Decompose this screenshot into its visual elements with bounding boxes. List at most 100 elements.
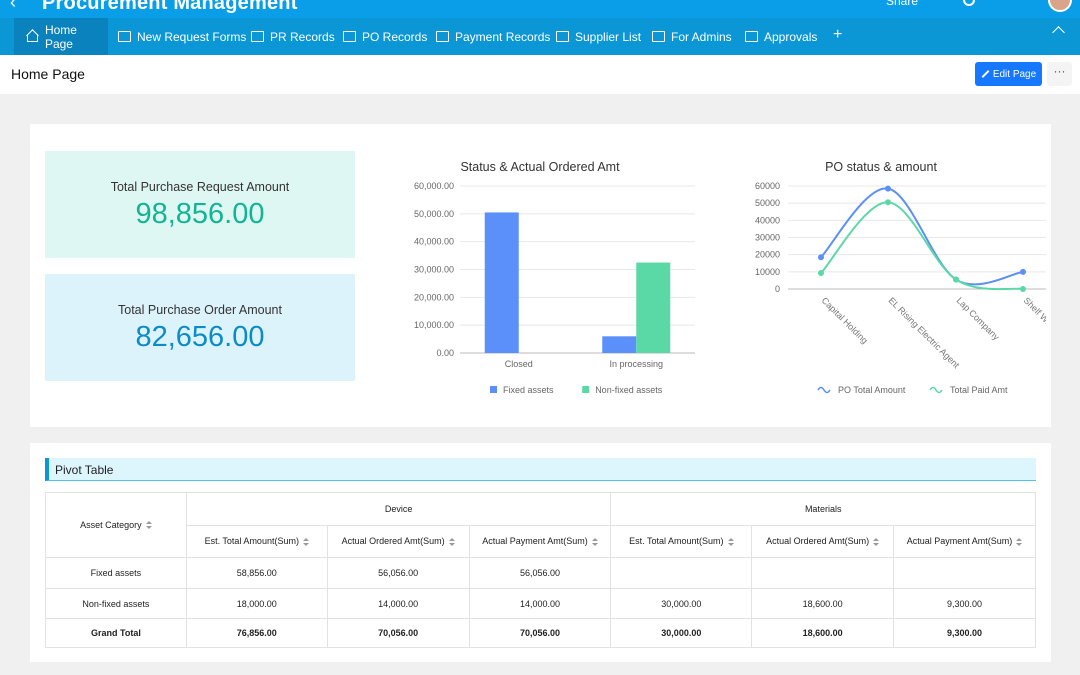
table-cell: 58,856.00	[185, 557, 328, 589]
line-chart-title: PO status & amount	[825, 160, 937, 174]
y-tick-label: 50000	[755, 198, 780, 208]
home-icon	[26, 31, 39, 42]
kpi-value: 82,656.00	[135, 321, 265, 353]
row-header-cell[interactable]: Asset Category	[45, 492, 187, 558]
x-tick-label: Capital Holding	[820, 295, 870, 345]
nav-bar: Home Page New Request Forms PR Records P…	[0, 18, 1080, 55]
bar	[636, 262, 671, 353]
table-cell: 56,056.00	[326, 557, 470, 589]
edit-page-label: Edit Page	[992, 68, 1037, 80]
data-point	[885, 199, 891, 206]
page-header: Home Page Edit Page ···	[0, 55, 1080, 94]
y-tick-label: 60,000.00	[414, 181, 454, 191]
tab-approvals[interactable]: Approvals	[745, 18, 817, 55]
bar	[484, 212, 519, 353]
pivot-title: Pivot Table	[55, 463, 114, 477]
tab-label: PO Records	[362, 29, 428, 44]
legend-swatch	[929, 386, 943, 394]
table-cell: 9,300.00	[893, 618, 1036, 648]
tab-label: For Admins	[671, 29, 732, 44]
tab-new-request-forms[interactable]: New Request Forms	[118, 18, 246, 55]
table-cell: 14,000.00	[326, 588, 470, 619]
legend-label: Non-fixed assets	[595, 385, 663, 395]
row-label: Non-fixed assets	[45, 588, 187, 619]
tab-home-page[interactable]: Home Page	[14, 18, 108, 55]
share-button[interactable]: Share	[886, 0, 919, 8]
tab-label: New Request Forms	[137, 29, 247, 44]
kpi-label: Total Purchase Order Amount	[118, 303, 282, 317]
folder-icon	[652, 31, 665, 42]
table-cell	[751, 557, 895, 589]
legend-label: PO Total Amount	[838, 385, 906, 395]
data-point	[1020, 286, 1026, 292]
edit-page-button[interactable]: Edit Page	[975, 62, 1042, 86]
table-row: Non-fixed assets 18,000.00 14,000.00 14,…	[45, 588, 1036, 619]
add-tab-button[interactable]: +	[833, 26, 843, 43]
back-arrow-icon[interactable]: ‹	[10, 0, 16, 12]
column-header[interactable]: Actual Payment Amt(Sum)	[468, 525, 612, 558]
table-cell: 9,300.00	[893, 588, 1036, 619]
tab-supplier-list[interactable]: Supplier List	[556, 18, 641, 55]
table-cell: 70,056.00	[326, 618, 470, 648]
table-row: Fixed assets 58,856.00 56,056.00 56,056.…	[45, 557, 1036, 589]
kpi-total-purchase-order: Total Purchase Order Amount 82,656.00	[45, 274, 355, 381]
pivot-title-bar: Pivot Table	[45, 458, 1036, 481]
tab-payment-records[interactable]: Payment Records	[436, 18, 550, 55]
column-header[interactable]: Actual Ordered Amt(Sum)	[326, 525, 470, 558]
avatar[interactable]	[1048, 0, 1072, 12]
data-point	[1020, 268, 1026, 275]
list-icon	[556, 31, 569, 42]
sort-icon[interactable]	[591, 537, 598, 547]
column-header[interactable]: Actual Payment Amt(Sum)	[893, 525, 1036, 558]
data-point	[818, 270, 824, 277]
sort-icon[interactable]	[302, 537, 309, 547]
sort-icon[interactable]	[1016, 537, 1023, 547]
column-header[interactable]: Est. Total Amount(Sum)	[185, 525, 328, 558]
legend-label: Total Paid Amt	[950, 385, 1008, 395]
card-icon	[436, 31, 449, 42]
kpi-value: 98,856.00	[135, 198, 265, 230]
legend-swatch	[582, 386, 590, 393]
dashboard-card: Total Purchase Request Amount 98,856.00 …	[30, 124, 1051, 427]
x-tick-label: Closed	[505, 359, 533, 369]
records-icon	[343, 31, 356, 42]
sort-icon[interactable]	[145, 521, 152, 530]
y-tick-label: 0.00	[436, 348, 454, 358]
settings-icon[interactable]	[963, 0, 975, 6]
pivot-table: Asset Category Device Materials Est. Tot…	[45, 492, 1036, 648]
kpi-total-purchase-request: Total Purchase Request Amount 98,856.00	[45, 151, 355, 258]
table-cell: 18,600.00	[751, 588, 895, 619]
y-tick-label: 30,000.00	[414, 265, 454, 275]
data-point	[818, 254, 824, 261]
app-bar: ‹ Procurement Management Share	[0, 0, 1080, 18]
y-tick-label: 20000	[755, 250, 780, 260]
tab-label: Home Page	[44, 22, 77, 51]
form-icon	[118, 31, 131, 42]
bar	[602, 336, 637, 353]
table-cell	[893, 557, 1036, 589]
tab-for-admins[interactable]: For Admins	[652, 18, 732, 55]
tab-pr-records[interactable]: PR Records	[251, 18, 335, 55]
column-header[interactable]: Est. Total Amount(Sum)	[610, 525, 753, 558]
column-header-label: Actual Payment Amt(Sum)	[906, 536, 1013, 547]
more-button[interactable]: ···	[1047, 62, 1072, 86]
legend-swatch	[817, 386, 831, 394]
sort-icon[interactable]	[448, 537, 455, 547]
tab-po-records[interactable]: PO Records	[343, 18, 427, 55]
records-icon	[251, 31, 264, 42]
page-title: Home Page	[11, 66, 85, 82]
collapse-icon[interactable]	[1052, 26, 1065, 39]
approval-icon	[745, 31, 758, 42]
legend-swatch	[490, 386, 497, 393]
y-tick-label: 10000	[755, 267, 780, 277]
bar-chart-title: Status & Actual Ordered Amt	[460, 160, 620, 174]
kpi-label: Total Purchase Request Amount	[110, 180, 290, 194]
row-header-label: Asset Category	[80, 519, 142, 530]
sort-icon[interactable]	[873, 537, 880, 547]
x-tick-label: Shelf Warehouse	[1022, 295, 1046, 351]
table-cell: 14,000.00	[468, 588, 612, 619]
line-chart: 0 10000 20000 30000 40000 50000 60000 Capital H…	[755, 181, 1046, 395]
sort-icon[interactable]	[727, 537, 734, 547]
series-line	[820, 187, 1024, 286]
column-header[interactable]: Actual Ordered Amt(Sum)	[751, 525, 895, 558]
